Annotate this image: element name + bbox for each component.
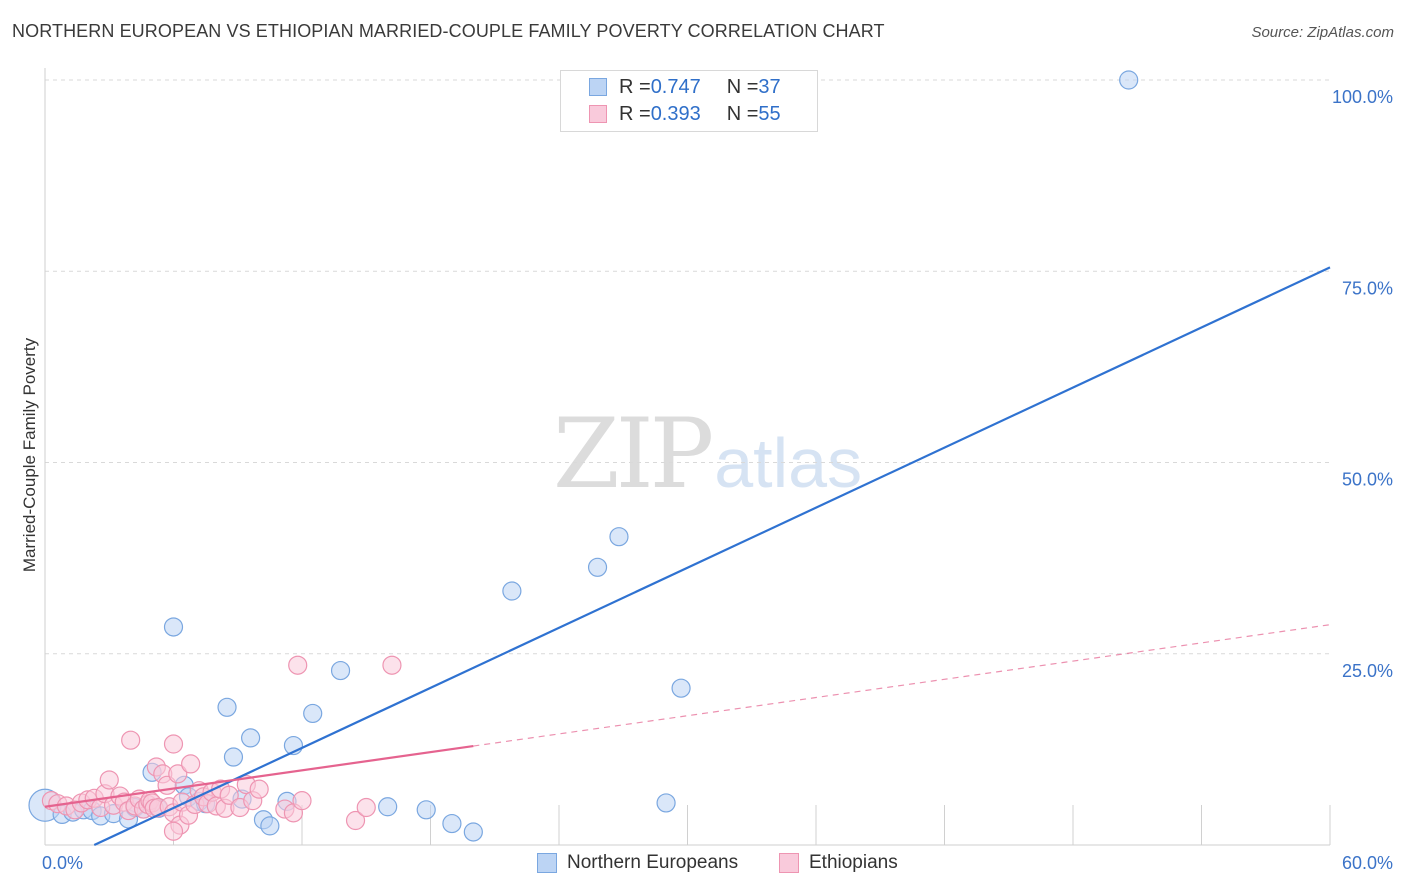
trendline-northern-europeans [93, 266, 1331, 846]
legend-n-value: 37 [758, 75, 781, 98]
legend-r-value: 0.747 [650, 75, 701, 98]
point-ethiopian [356, 797, 376, 818]
legend-row-northern-europeans: R = 0.747 N = 37 [561, 74, 781, 100]
point-ethiopian [163, 821, 184, 841]
point-northern-european [671, 678, 691, 698]
bottom-legend-swatch-pink [779, 853, 799, 873]
bottom-legend-northern-europeans: Northern Europeans [537, 852, 738, 874]
stats-legend: R = 0.747 N = 37 R = 0.393 N = 55 [560, 70, 818, 132]
legend-n-label: N = [726, 75, 759, 98]
point-northern-european [463, 822, 483, 842]
x-tick-label: 60.0% [1342, 853, 1393, 873]
point-northern-european [303, 703, 323, 724]
legend-r-label: R = [619, 75, 651, 98]
legend-swatch-pink [589, 105, 607, 123]
point-ethiopian [249, 779, 269, 799]
y-tick-label: 50.0% [1342, 470, 1393, 490]
bottom-legend-swatch-blue [537, 853, 557, 873]
point-northern-european [223, 747, 244, 767]
point-ethiopian [219, 785, 239, 805]
point-northern-european [217, 697, 237, 717]
point-northern-european [587, 557, 608, 577]
point-ethiopian [345, 810, 366, 831]
legend-swatch-blue [589, 78, 607, 96]
chart-title: NORTHERN EUROPEAN VS ETHIOPIAN MARRIED-C… [12, 21, 885, 41]
point-northern-european [442, 813, 462, 834]
y-axis-label: Married-Couple Family Poverty [20, 337, 39, 573]
point-northern-european [609, 527, 629, 547]
point-ethiopian [382, 655, 402, 675]
point-northern-european [330, 660, 351, 681]
point-ethiopian [288, 655, 308, 675]
point-ethiopian [121, 730, 141, 750]
point-ethiopian [168, 764, 188, 784]
point-northern-european [1119, 70, 1139, 90]
y-tick-label: 100.0% [1332, 87, 1393, 107]
point-northern-european [241, 728, 261, 748]
point-ethiopian [292, 791, 312, 811]
point-ethiopian [181, 754, 201, 774]
point-northern-european [416, 800, 436, 820]
trendline-ethiopians [44, 744, 474, 808]
y-tick-label: 75.0% [1342, 278, 1393, 298]
watermark-zip: ZIP [553, 398, 714, 510]
source-credit: Source: ZipAtlas.com [1251, 24, 1394, 41]
point-ethiopian [163, 734, 184, 754]
legend-n-label: N = [726, 102, 759, 125]
point-ethiopian [99, 770, 119, 790]
legend-r-label: R = [619, 102, 651, 125]
legend-r-value: 0.393 [650, 102, 701, 125]
bottom-legend-label: Ethiopians [809, 852, 898, 873]
bottom-legend-ethiopians: Ethiopians [779, 852, 898, 874]
point-northern-european [502, 581, 522, 601]
point-northern-european [378, 797, 398, 817]
bottom-legend-label: Northern Europeans [567, 852, 739, 873]
point-northern-european [260, 816, 280, 836]
legend-row-ethiopians: R = 0.393 N = 55 [561, 101, 781, 127]
point-northern-european [163, 617, 184, 637]
point-northern-european [656, 793, 676, 813]
trendline-ethiopians-dashed [473, 624, 1331, 747]
y-tick-label: 25.0% [1342, 661, 1393, 681]
x-tick-label: 0.0% [42, 853, 83, 873]
legend-n-value: 55 [758, 102, 781, 125]
